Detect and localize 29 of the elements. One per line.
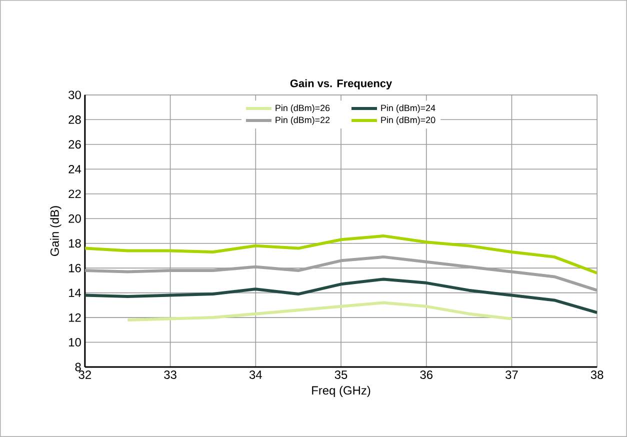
x-tick-label: 32 bbox=[78, 370, 91, 380]
y-tick-label: 28 bbox=[68, 115, 81, 124]
x-tick-label: 34 bbox=[249, 370, 262, 380]
y-tick-label: 12 bbox=[69, 313, 81, 322]
y-tick-label: 16 bbox=[69, 264, 81, 272]
legend-label: Pin (dBm)=24 bbox=[381, 104, 436, 113]
x-tick-label: 35 bbox=[334, 370, 348, 380]
chart-title: Gain vs. Frequency bbox=[290, 79, 392, 90]
y-tick-label: 20 bbox=[68, 214, 81, 223]
y-axis-title: Gain (dB) bbox=[50, 206, 62, 256]
legend-label: Pin (dBm)=22 bbox=[276, 116, 330, 125]
legend-label: Pin (dBm)=26 bbox=[276, 104, 330, 113]
y-tick-label: 18 bbox=[69, 239, 81, 248]
x-axis-title: Freq (GHz) bbox=[312, 386, 370, 398]
line-series bbox=[84, 278, 598, 314]
y-tick-label: 24 bbox=[68, 164, 82, 174]
x-tick-label: 33 bbox=[164, 370, 176, 380]
y-tick-label: 8 bbox=[75, 362, 81, 372]
line-series bbox=[84, 234, 598, 275]
legend-label: Pin (dBm)=20 bbox=[381, 116, 436, 125]
y-tick-label: 26 bbox=[68, 140, 81, 149]
y-tick-label: 10 bbox=[69, 338, 81, 347]
x-tick-label: 38 bbox=[590, 370, 604, 380]
y-tick-label: 30 bbox=[68, 90, 81, 100]
line-series bbox=[126, 301, 514, 322]
y-tick-label: 14 bbox=[69, 288, 82, 297]
x-tick-label: 37 bbox=[506, 370, 518, 380]
x-tick-label: 36 bbox=[420, 370, 432, 380]
y-tick-label: 22 bbox=[68, 190, 81, 198]
